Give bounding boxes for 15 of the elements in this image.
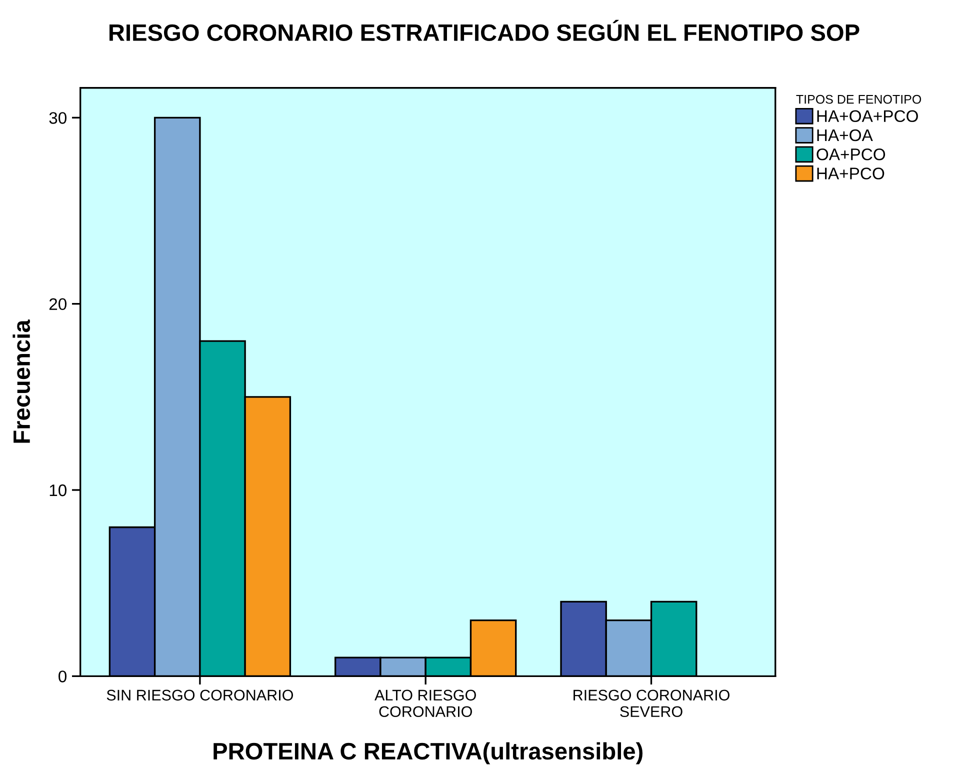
y-tick-label: 30 xyxy=(49,112,66,124)
y-tick-label: 20 xyxy=(49,298,66,310)
legend-title: TIPOS DE FENOTIPO xyxy=(796,94,922,104)
x-tick-label: SIN RIESGO CORONARIO xyxy=(106,690,294,701)
y-axis-title: Frecuencia xyxy=(12,320,30,443)
legend-label: HA+PCO xyxy=(817,168,884,180)
x-tick-label: RIESGO CORONARIO SEVERO xyxy=(574,690,730,718)
chart-title: RIESGO CORONARIO ESTRATIFICADO SEGÚN EL FENOTIPO SOP xyxy=(110,20,860,42)
x-tick-label: ALTO RIESGO CORONARIO xyxy=(374,690,476,718)
legend-label: OA+PCO xyxy=(816,148,886,160)
y-tick-label: 0 xyxy=(58,670,66,682)
legend-label: HA+OA xyxy=(817,129,873,142)
y-tick-label: 10 xyxy=(50,484,66,496)
x-axis-title: PROTEINA C REACTIVA(ultrasensible) xyxy=(214,742,642,764)
legend-label: HA+OA+PCO xyxy=(817,110,918,122)
